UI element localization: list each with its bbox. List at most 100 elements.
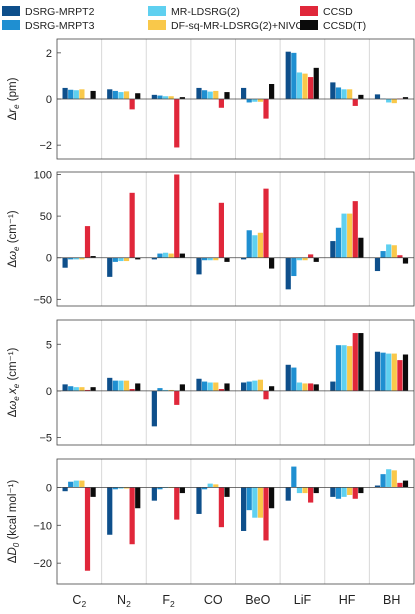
bar [241, 257, 247, 260]
bar [263, 390, 269, 400]
x-tick-label: CO [204, 593, 223, 607]
bar [402, 480, 409, 488]
bar [129, 99, 135, 110]
bar [201, 257, 208, 261]
bar [168, 389, 174, 391]
bar [308, 254, 314, 258]
bar [213, 382, 219, 391]
bar [257, 379, 264, 391]
bar [123, 380, 130, 391]
legend-label: DSRG-MRPT2 [25, 6, 95, 18]
bar [246, 487, 252, 511]
bar [84, 226, 91, 258]
bar [201, 381, 208, 391]
bar [79, 89, 85, 99]
legend-label: DF-sq-MR-LDSRG(2)+NIVO [171, 20, 304, 32]
bar [352, 487, 358, 499]
bar [291, 257, 297, 277]
bar [374, 94, 381, 99]
bar [157, 253, 163, 258]
legend-swatch [300, 6, 318, 16]
bar [179, 487, 185, 494]
x-tick-label: BH [383, 593, 400, 607]
bar [252, 487, 258, 518]
bar [252, 380, 258, 391]
bar [241, 487, 247, 531]
bar [90, 487, 96, 497]
y-tick-label: 0 [46, 94, 52, 106]
bar [352, 333, 358, 391]
bar [62, 87, 68, 99]
bar [73, 387, 79, 391]
bar [68, 386, 74, 391]
bar [112, 257, 118, 262]
bar [196, 378, 202, 391]
bar [341, 487, 347, 497]
bar [151, 94, 157, 99]
bar [73, 480, 79, 488]
y-tick-label: 2 [46, 48, 52, 60]
bar [112, 380, 118, 391]
bar [201, 90, 208, 99]
bar [157, 388, 163, 391]
bar [285, 487, 291, 501]
legend-label: DSRG-MRPT3 [25, 20, 95, 32]
y-tick-label: −20 [33, 558, 52, 570]
bar [135, 383, 141, 391]
bar [224, 487, 230, 497]
bar [330, 241, 336, 258]
chart-panel: −50 0 50 100 Δωe (cm⁻¹) [7, 169, 415, 307]
bar [135, 487, 141, 509]
bar [347, 89, 353, 99]
bar [123, 91, 130, 99]
bar [313, 67, 319, 99]
bar [391, 99, 397, 104]
bar [62, 257, 68, 268]
bar [285, 51, 291, 99]
bar [341, 89, 347, 99]
bar [151, 257, 157, 260]
bar [296, 72, 303, 99]
y-tick-label: −50 [33, 294, 52, 306]
bar [296, 487, 303, 494]
bar [84, 389, 91, 391]
bar [263, 99, 269, 119]
bar [391, 245, 397, 258]
bar [151, 390, 157, 427]
bar [73, 90, 79, 99]
bar [246, 99, 252, 103]
bar [118, 92, 124, 99]
bar [129, 487, 135, 545]
bar [347, 213, 353, 258]
bar [397, 360, 403, 391]
bar [90, 256, 96, 258]
y-axis-label: ΔD0 (kcal mol⁻¹) [7, 480, 21, 564]
bar [207, 91, 213, 99]
bar [224, 92, 230, 99]
bar [347, 346, 353, 391]
bar [330, 82, 336, 99]
bar [386, 469, 392, 488]
bar [107, 487, 113, 535]
bar [263, 188, 269, 258]
bar [335, 487, 342, 499]
legend: DSRG-MRPT2 DSRG-MRPT3 MR-LDSRG(2) DF-sq-MR-… [2, 6, 366, 32]
bar [397, 255, 403, 258]
bar [90, 90, 96, 99]
bar [162, 252, 169, 258]
bar [358, 94, 364, 99]
legend-label: CCSD [323, 6, 353, 18]
bar [313, 384, 319, 391]
bar [386, 244, 392, 258]
bar [207, 382, 213, 391]
legend-swatch [148, 20, 166, 30]
bar [118, 380, 124, 391]
bar [174, 487, 180, 520]
y-tick-label: −5 [39, 433, 52, 445]
bar [391, 353, 397, 391]
legend-item: DF-sq-MR-LDSRG(2)+NIVO [148, 20, 304, 32]
bar [129, 192, 135, 258]
bar [402, 257, 409, 264]
bar [341, 345, 347, 391]
bar [157, 95, 163, 99]
